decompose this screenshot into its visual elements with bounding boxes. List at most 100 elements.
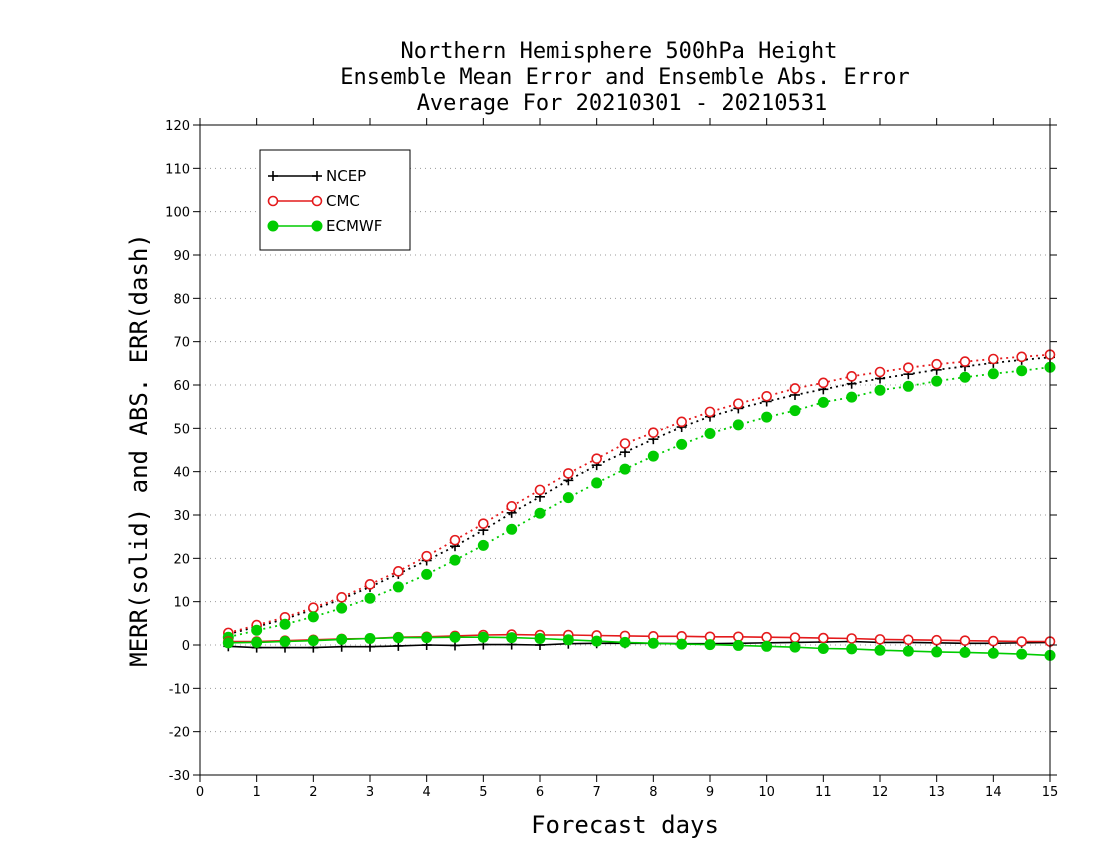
data-point	[846, 371, 857, 382]
data-point	[704, 428, 716, 440]
y-tick-label: -20	[169, 726, 190, 741]
data-point	[251, 624, 263, 636]
data-point	[506, 501, 517, 512]
x-tick-label: 12	[872, 785, 889, 800]
data-point	[534, 484, 546, 496]
y-tick-label: 110	[165, 162, 190, 177]
y-tick-label: 0	[182, 639, 190, 654]
x-axis-label: Forecast days	[531, 811, 719, 839]
data-point	[818, 632, 829, 644]
data-point	[506, 523, 518, 535]
data-point	[1016, 636, 1027, 647]
legend-box	[259, 149, 411, 251]
data-point	[336, 592, 347, 603]
y-tick-label: 40	[173, 466, 190, 481]
title-line-1: Northern Hemisphere 500hPa Height	[400, 39, 837, 64]
data-point	[959, 635, 971, 646]
y-tick-label: 50	[173, 422, 190, 437]
data-point	[1016, 351, 1027, 363]
data-point	[364, 633, 376, 644]
data-point	[307, 635, 319, 647]
data-point	[449, 631, 461, 643]
data-point	[392, 581, 404, 593]
y-axis-label: MERR(solid) and ABS. ERR(dash)	[125, 233, 153, 666]
legend: NCEP CMC ECMWF	[259, 149, 411, 251]
legend-marker-start	[267, 195, 279, 207]
data-point	[647, 450, 659, 462]
legend-label: CMC	[326, 192, 360, 210]
data-point	[534, 633, 546, 644]
chart-title: Northern Hemisphere 500hPa Height Ensemb…	[340, 39, 910, 116]
x-tick-label: 3	[366, 785, 374, 800]
data-point	[789, 632, 801, 643]
data-point	[987, 368, 999, 380]
data-point	[308, 602, 319, 614]
series-ecmwf-abserr	[222, 361, 1056, 643]
plot-frame	[199, 124, 1051, 776]
data-point	[988, 353, 999, 365]
x-tick-label: 8	[649, 785, 657, 800]
legend-item-ecmwf: ECMWF	[267, 217, 382, 235]
data-point	[336, 633, 348, 645]
data-point	[761, 390, 772, 402]
data-point	[903, 634, 914, 646]
data-point	[619, 636, 631, 648]
x-tick-label: 1	[253, 785, 261, 800]
data-point	[279, 618, 291, 630]
data-point	[959, 356, 971, 367]
data-point	[619, 463, 631, 475]
data-point	[818, 377, 829, 389]
x-tick-label: 6	[536, 785, 544, 800]
y-tick-label: -30	[169, 769, 190, 784]
data-point	[676, 416, 687, 428]
title-line-3: Average For 20210301 - 20210531	[417, 91, 828, 116]
legend-marker-start	[267, 220, 279, 232]
y-tick-label: 90	[173, 249, 190, 264]
y-tick-label: 120	[165, 119, 190, 134]
x-tick-label: 5	[479, 785, 487, 800]
data-point	[789, 641, 801, 653]
data-point	[562, 492, 574, 504]
data-point	[676, 638, 688, 650]
data-point	[789, 405, 801, 417]
data-point	[563, 468, 574, 479]
y-tick-label: 60	[173, 379, 190, 394]
data-point	[647, 637, 659, 649]
data-point	[704, 639, 716, 651]
data-point	[704, 406, 716, 418]
series-ncep-abserr	[223, 352, 1055, 640]
x-tick-label: 15	[1042, 785, 1059, 800]
x-tick-label: 2	[309, 785, 317, 800]
x-tick-label: 4	[423, 785, 431, 800]
data-point	[1016, 648, 1028, 660]
y-tick-label: 30	[173, 509, 190, 524]
legend-marker-end	[312, 171, 322, 181]
data-point	[903, 362, 914, 373]
data-point	[987, 647, 999, 659]
data-point	[392, 632, 404, 644]
legend-item-ncep: NCEP	[268, 167, 366, 185]
data-point	[874, 634, 886, 645]
series-line	[228, 633, 1050, 643]
data-point	[534, 507, 546, 519]
data-point	[421, 550, 432, 562]
data-point	[307, 611, 319, 623]
x-tick-label: 7	[593, 785, 601, 800]
data-point	[732, 419, 744, 431]
data-point	[931, 358, 942, 370]
data-point	[591, 477, 603, 489]
data-point	[478, 518, 489, 529]
data-point	[874, 644, 886, 656]
data-point	[506, 632, 518, 644]
data-point	[846, 633, 857, 644]
data-point	[619, 438, 631, 449]
series-line	[228, 353, 1051, 634]
series-ecmwf-merr	[222, 631, 1056, 661]
y-tick-label: 20	[173, 552, 190, 567]
data-point	[279, 636, 291, 648]
x-tick-label: 13	[928, 785, 945, 800]
data-point	[393, 566, 404, 577]
data-point	[591, 635, 603, 647]
series-line	[228, 356, 1051, 636]
